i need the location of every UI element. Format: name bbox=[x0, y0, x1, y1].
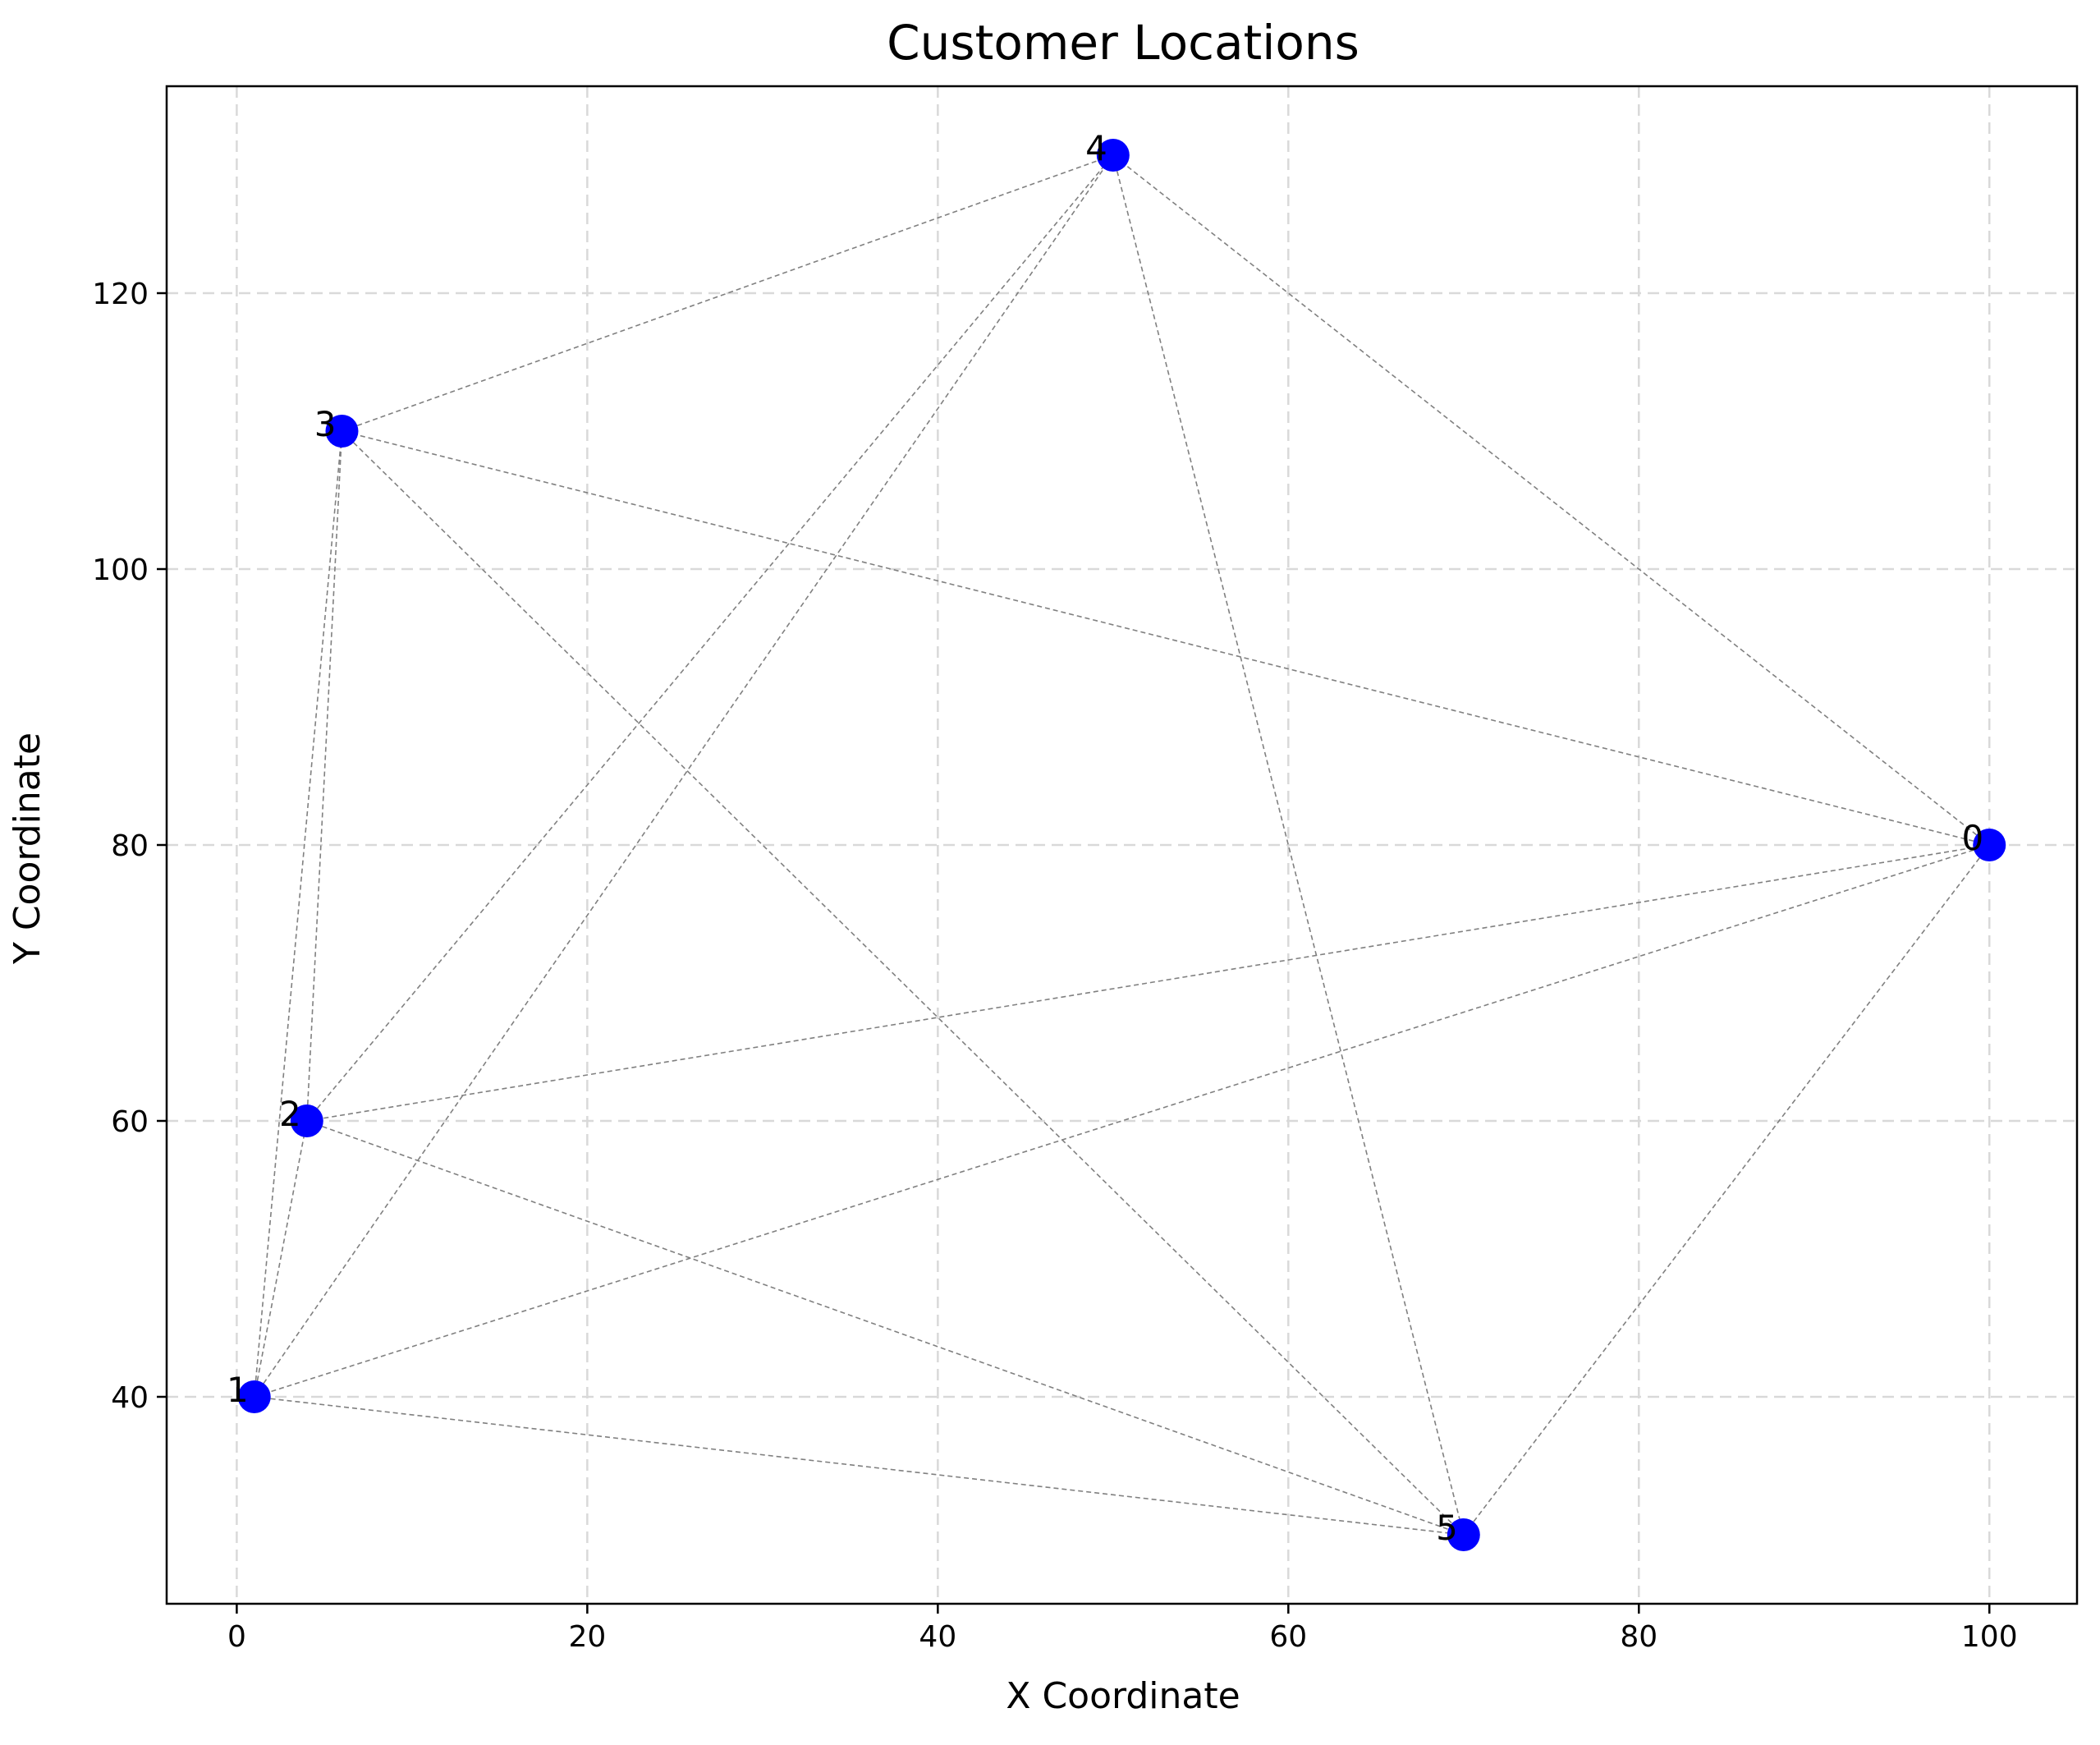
connection-line bbox=[1112, 154, 1990, 846]
x-tick-label: 20 bbox=[568, 1620, 606, 1654]
connection-line bbox=[342, 430, 1990, 846]
x-axis-ticks: 0 20 40 60 80 100 bbox=[227, 1604, 2018, 1654]
connection-lines bbox=[253, 154, 1990, 1536]
connection-line bbox=[342, 154, 1114, 432]
data-point bbox=[325, 415, 359, 448]
x-tick-label: 60 bbox=[1269, 1620, 1307, 1654]
point-label: 5 bbox=[1436, 1508, 1458, 1548]
point-labels: 0 1 2 3 4 5 bbox=[227, 128, 1983, 1548]
connection-line bbox=[253, 1120, 308, 1398]
connection-line bbox=[305, 430, 343, 1122]
y-tick-label: 120 bbox=[92, 278, 149, 311]
data-point bbox=[237, 1380, 271, 1413]
x-tick-label: 40 bbox=[919, 1620, 956, 1654]
connection-line bbox=[1112, 154, 1465, 1536]
y-tick-label: 80 bbox=[111, 829, 149, 863]
connection-line bbox=[254, 1396, 1464, 1536]
connection-line bbox=[306, 154, 1114, 1122]
chart-title: Customer Locations bbox=[887, 15, 1359, 71]
y-tick-label: 40 bbox=[111, 1381, 149, 1415]
point-label: 2 bbox=[279, 1094, 301, 1134]
data-points bbox=[237, 139, 2006, 1551]
point-label: 4 bbox=[1085, 128, 1107, 168]
y-tick-label: 100 bbox=[92, 553, 149, 587]
point-label: 1 bbox=[227, 1370, 249, 1410]
data-point bbox=[1973, 829, 2006, 861]
y-axis-ticks: 40 60 80 100 120 bbox=[92, 278, 167, 1415]
point-label: 0 bbox=[1962, 818, 1984, 858]
data-point bbox=[1447, 1518, 1480, 1551]
y-axis-label: Y Coordinate bbox=[7, 732, 48, 965]
x-tick-label: 100 bbox=[1961, 1620, 2018, 1654]
connection-line bbox=[254, 154, 1114, 1398]
x-tick-label: 80 bbox=[1620, 1620, 1658, 1654]
connection-line bbox=[306, 844, 1990, 1122]
y-tick-label: 60 bbox=[111, 1105, 149, 1139]
x-tick-label: 0 bbox=[227, 1620, 246, 1654]
data-point bbox=[290, 1104, 323, 1137]
connection-line bbox=[253, 430, 343, 1398]
connection-line bbox=[1463, 844, 1990, 1536]
data-point bbox=[1096, 139, 1130, 172]
point-label: 3 bbox=[314, 404, 337, 444]
x-axis-label: X Coordinate bbox=[1006, 1675, 1240, 1717]
